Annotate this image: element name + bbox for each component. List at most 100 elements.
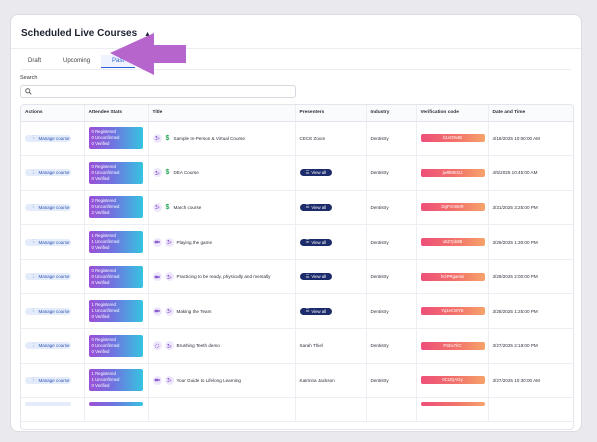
attendee-stats-badge[interactable]: 0 Registered 0 Unconfirmed 0 Verified: [88, 334, 143, 357]
more-vertical-icon: ⋮: [31, 204, 36, 210]
in-person-icon: [152, 168, 162, 178]
in-person-icon: [164, 272, 174, 282]
manage-course-button[interactable]: ⋮ Manage course: [25, 238, 71, 246]
manage-course-label: Manage course: [38, 239, 70, 245]
course-title: Brushing Teeth demo: [176, 343, 220, 349]
table-row: ⋮ Manage course 2 Registered 0 Unconfirmed 2…: [21, 190, 573, 226]
tab-draft[interactable]: Draft: [28, 58, 42, 64]
title-cell: Playing the game: [148, 224, 296, 260]
attendee-stats-badge[interactable]: 2 Registered 0 Unconfirmed 2 Verified: [88, 196, 143, 219]
courses-table-container[interactable]: Actions Attendee Stats Title Presenters …: [20, 104, 574, 430]
attendee-stats-badge[interactable]: 1 Registered 1 Unconfirmed 0 Verified: [88, 369, 143, 392]
verification-code-cell: b1vO9vtB: [416, 121, 489, 157]
view-all-presenters-button[interactable]: ☰ View all: [299, 203, 333, 211]
in-person-icon: [164, 341, 174, 351]
verification-code-badge[interactable]: PSbx7lrC: [420, 341, 485, 350]
verified-count: 0 Verified: [91, 141, 110, 147]
verification-code-badge[interactable]: u5Z7pb8B: [420, 238, 485, 247]
attendee-stats-badge[interactable]: 0 Registered 0 Unconfirmed 0 Verified: [88, 127, 143, 150]
registered-count: 0 Registered: [91, 336, 116, 342]
attendee-stats-badge[interactable]: 1 Registered 1 Unconfirmed 0 Verified: [88, 300, 143, 323]
actions-cell: ⋮ Manage course: [21, 363, 85, 399]
manage-course-button[interactable]: ⋮ Manage course: [25, 342, 71, 350]
verification-code-cell: u5Z7pb8B: [416, 224, 489, 260]
search-label: Search: [20, 75, 38, 81]
in-person-icon: [152, 202, 162, 212]
attendee-stats-cell: 1 Registered 1 Unconfirmed 0 Verified: [84, 363, 149, 399]
title-cell: $ March course: [148, 190, 296, 226]
manage-course-button[interactable]: ⋮ Manage course: [25, 169, 71, 177]
verification-code-badge[interactable]: 0CtJQAGy: [420, 376, 485, 385]
actions-cell: ⋮ Manage course: [21, 293, 85, 330]
search-box[interactable]: [20, 85, 296, 98]
attendee-stats-badge[interactable]: 0 Registered 0 Unconfirmed 0 Verified: [88, 161, 143, 184]
actions-cell: ⋮ Manage course: [21, 259, 85, 295]
video-icon: [152, 237, 162, 247]
more-vertical-icon: ⋮: [31, 239, 36, 245]
column-header-verification-code: Verification code: [416, 105, 489, 122]
view-all-presenters-button[interactable]: ☰ View all: [299, 273, 333, 281]
search-input[interactable]: [35, 88, 285, 95]
view-all-presenters-button[interactable]: ☰ View all: [299, 169, 333, 177]
view-all-presenters-button[interactable]: ☰ View all: [299, 307, 333, 315]
course-title: Your Guide to Lifelong Learning: [176, 377, 241, 383]
unconfirmed-count: 0 Unconfirmed: [91, 342, 120, 348]
attendee-stats-badge[interactable]: 1 Registered 1 Unconfirmed 0 Verified: [88, 231, 143, 254]
manage-course-button[interactable]: ⋮ Manage course: [25, 203, 71, 211]
title-cell: Brushing Teeth demo: [148, 328, 296, 364]
column-header-date-time: Date and Time: [488, 105, 573, 122]
section-header[interactable]: Scheduled Live Courses ▼: [21, 28, 151, 39]
verified-count: 0 Verified: [91, 175, 110, 181]
verification-code-badge[interactable]: DgFVc8mR: [420, 203, 485, 212]
attendee-stats-badge[interactable]: [88, 402, 143, 407]
manage-course-button[interactable]: ⋮ Manage course: [25, 134, 71, 142]
title-cell: Your Guide to Lifelong Learning: [148, 363, 296, 399]
attendee-stats-badge[interactable]: 0 Registered 0 Unconfirmed 0 Verified: [88, 265, 143, 288]
manage-course-label: Manage course: [38, 204, 70, 210]
unconfirmed-count: 1 Unconfirmed: [91, 308, 120, 314]
verification-code-badge[interactable]: [420, 402, 485, 407]
presenters-cell: ☰ View all: [295, 259, 367, 295]
registered-count: 0 Registered: [91, 267, 116, 273]
header-divider: [11, 48, 581, 49]
manage-course-button[interactable]: ⋮ Manage course: [25, 273, 71, 281]
table-row: ⋮ Manage course 1 Registered 1 Unconfirmed 0…: [21, 363, 573, 399]
attendee-stats-cell: 1 Registered 1 Unconfirmed 0 Verified: [84, 293, 149, 330]
presenters-cell: ☰ View all: [295, 293, 367, 330]
manage-course-button[interactable]: [25, 402, 71, 407]
more-vertical-icon: ⋮: [31, 342, 36, 348]
verification-code-badge[interactable]: hGPRgamis: [420, 272, 485, 281]
presenters-cell: Katrinna Jackson: [295, 363, 367, 399]
manage-course-button[interactable]: ⋮ Manage course: [25, 307, 71, 315]
verified-count: 0 Verified: [91, 314, 110, 320]
date-time-cell: 4/5/2025 10:45:00 AM: [488, 155, 573, 191]
date-time-cell: [488, 397, 573, 423]
industry-cell: Dentistry: [366, 224, 417, 260]
attendee-stats-cell: 0 Registered 0 Unconfirmed 0 Verified: [84, 328, 149, 364]
presenter-name: Katrinna Jackson: [299, 377, 335, 383]
courses-table: Actions Attendee Stats Title Presenters …: [21, 105, 573, 423]
more-vertical-icon: ⋮: [31, 377, 36, 383]
presenters-cell: CECE Zoom: [295, 121, 367, 157]
column-header-actions: Actions: [21, 105, 85, 122]
attendee-stats-cell: [84, 397, 149, 423]
verified-count: 0 Verified: [91, 245, 110, 251]
presenters-cell: [295, 397, 367, 423]
manage-course-button[interactable]: ⋮ Manage course: [25, 376, 71, 384]
attendee-stats-cell: 0 Registered 0 Unconfirmed 0 Verified: [84, 259, 149, 295]
verification-code-badge[interactable]: b1vO9vtB: [420, 134, 485, 143]
course-title: DEA Course: [173, 170, 199, 176]
verification-code-badge[interactable]: Yq1eCWYE: [420, 307, 485, 316]
column-header-industry: Industry: [366, 105, 417, 122]
verification-code-badge[interactable]: jw8lWEOJ: [420, 168, 485, 177]
table-row: ⋮ Manage course 0 Registered 0 Unconfirmed 0…: [21, 259, 573, 295]
table-row: ⋮ Manage course 0 Registered 0 Unconfirmed 0…: [21, 328, 573, 364]
view-all-presenters-button[interactable]: ☰ View all: [299, 238, 333, 246]
in-person-icon: [164, 237, 174, 247]
dollar-icon: $: [165, 169, 170, 177]
tab-upcoming[interactable]: Upcoming: [63, 58, 91, 64]
course-title: Playing the game: [176, 239, 213, 245]
actions-cell: ⋮ Manage course: [21, 190, 85, 226]
industry-cell: [366, 397, 417, 423]
actions-cell: ⋮ Manage course: [21, 328, 85, 364]
